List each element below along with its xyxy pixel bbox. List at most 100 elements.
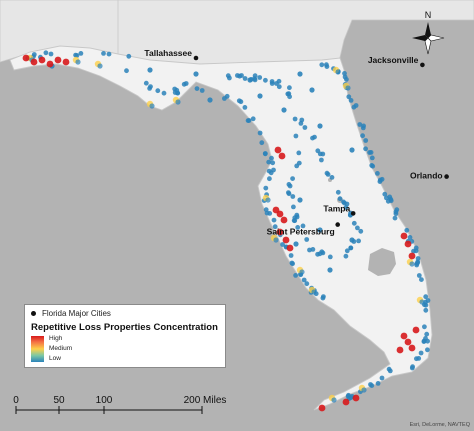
heat-dot <box>31 52 37 57</box>
heat-dot <box>292 116 298 122</box>
scale-label-50: 50 <box>53 395 65 406</box>
heat-dot <box>318 404 326 412</box>
legend-color-ramp <box>31 336 44 362</box>
heat-dot <box>263 77 268 83</box>
heat-dot <box>353 103 359 108</box>
heat-dot <box>304 237 310 242</box>
heat-dot <box>327 267 333 273</box>
heat-dot <box>263 207 269 213</box>
heat-dot <box>271 217 277 223</box>
heat-dot <box>317 123 323 129</box>
heat-dot <box>404 227 410 233</box>
heat-dot <box>250 116 256 122</box>
heat-dot <box>280 216 288 224</box>
heat-dot <box>193 71 199 77</box>
heat-dot <box>409 261 415 267</box>
heat-dot <box>367 150 372 155</box>
legend-cities-label: Florida Major Cities <box>42 309 111 318</box>
heat-dot <box>101 51 106 56</box>
heat-dot <box>239 73 244 78</box>
heat-dot <box>361 387 367 393</box>
scale-label-100: 100 <box>96 395 113 406</box>
heat-dot <box>344 248 350 254</box>
heat-dot <box>382 191 388 197</box>
heat-dot <box>259 140 265 146</box>
heat-dot <box>375 381 381 386</box>
heat-dot <box>415 260 420 266</box>
heat-dot <box>43 50 49 56</box>
heat-dot <box>257 130 263 136</box>
heat-dot <box>246 118 252 123</box>
heat-dot <box>416 356 422 361</box>
city-label: Tampa <box>323 203 350 213</box>
heat-dot <box>348 98 354 103</box>
heat-dot <box>286 182 292 187</box>
heat-dot <box>324 62 329 68</box>
heat-dot <box>293 133 299 139</box>
heat-dot <box>343 253 349 259</box>
heat-dot <box>30 58 38 66</box>
heat-dot <box>400 232 408 240</box>
heat-dot <box>423 307 429 313</box>
heat-dot <box>62 58 70 66</box>
heat-dot <box>297 197 303 203</box>
heat-dot <box>294 214 300 220</box>
heat-dot <box>273 237 279 243</box>
heat-dot <box>225 73 231 79</box>
city-marker <box>444 174 449 179</box>
heat-dot <box>317 227 323 233</box>
heat-dot <box>348 245 354 251</box>
heat-dot <box>375 171 380 176</box>
heat-dot <box>319 62 325 68</box>
heat-dot <box>222 96 227 101</box>
heat-dot <box>276 84 282 90</box>
heat-dot <box>78 51 84 56</box>
heat-dot <box>394 207 400 213</box>
north-label: N <box>425 10 432 20</box>
heat-dot <box>342 398 350 406</box>
heat-dot <box>360 133 365 139</box>
city-label: Saint Petersburg <box>267 227 335 237</box>
heat-dot <box>124 68 129 74</box>
heat-dot <box>236 98 242 104</box>
heat-dot <box>281 107 287 113</box>
heat-dot <box>400 332 408 340</box>
heat-dot <box>377 179 383 185</box>
heat-dot <box>302 125 308 130</box>
heat-dot <box>295 225 301 230</box>
heat-dot <box>356 238 361 244</box>
heat-dot <box>147 67 153 73</box>
heat-dot <box>257 75 263 80</box>
heat-dot <box>415 256 421 261</box>
heat-dot <box>345 85 351 91</box>
heat-dot <box>324 170 330 176</box>
legend-low-label: Low <box>49 355 61 362</box>
heat-dot <box>422 324 427 330</box>
heat-dot <box>312 134 317 140</box>
heat-dot <box>294 163 300 169</box>
north-arrow-head <box>425 22 431 38</box>
heat-dot <box>423 294 429 300</box>
heat-dot <box>360 125 366 131</box>
heat-dot <box>320 295 326 301</box>
city-marker-icon <box>31 311 36 317</box>
north-arrow: N <box>412 10 445 55</box>
heat-dot <box>293 273 298 278</box>
heat-dot <box>349 237 355 243</box>
heat-dot <box>351 220 357 226</box>
heat-dot <box>271 167 276 173</box>
city-marker <box>193 55 199 61</box>
heat-dot <box>349 147 355 153</box>
heat-dot <box>348 395 354 401</box>
heat-dot <box>149 103 155 109</box>
city-marker <box>420 62 425 68</box>
scale-label-0: 0 <box>13 395 19 406</box>
heat-dot <box>363 138 369 143</box>
heat-dot <box>392 215 398 221</box>
legend-high-label: High <box>49 335 63 342</box>
heat-dot <box>289 260 295 266</box>
heat-layer <box>22 50 431 412</box>
heat-dot <box>311 289 317 295</box>
heat-dot <box>396 346 404 354</box>
heat-dot <box>386 366 392 372</box>
